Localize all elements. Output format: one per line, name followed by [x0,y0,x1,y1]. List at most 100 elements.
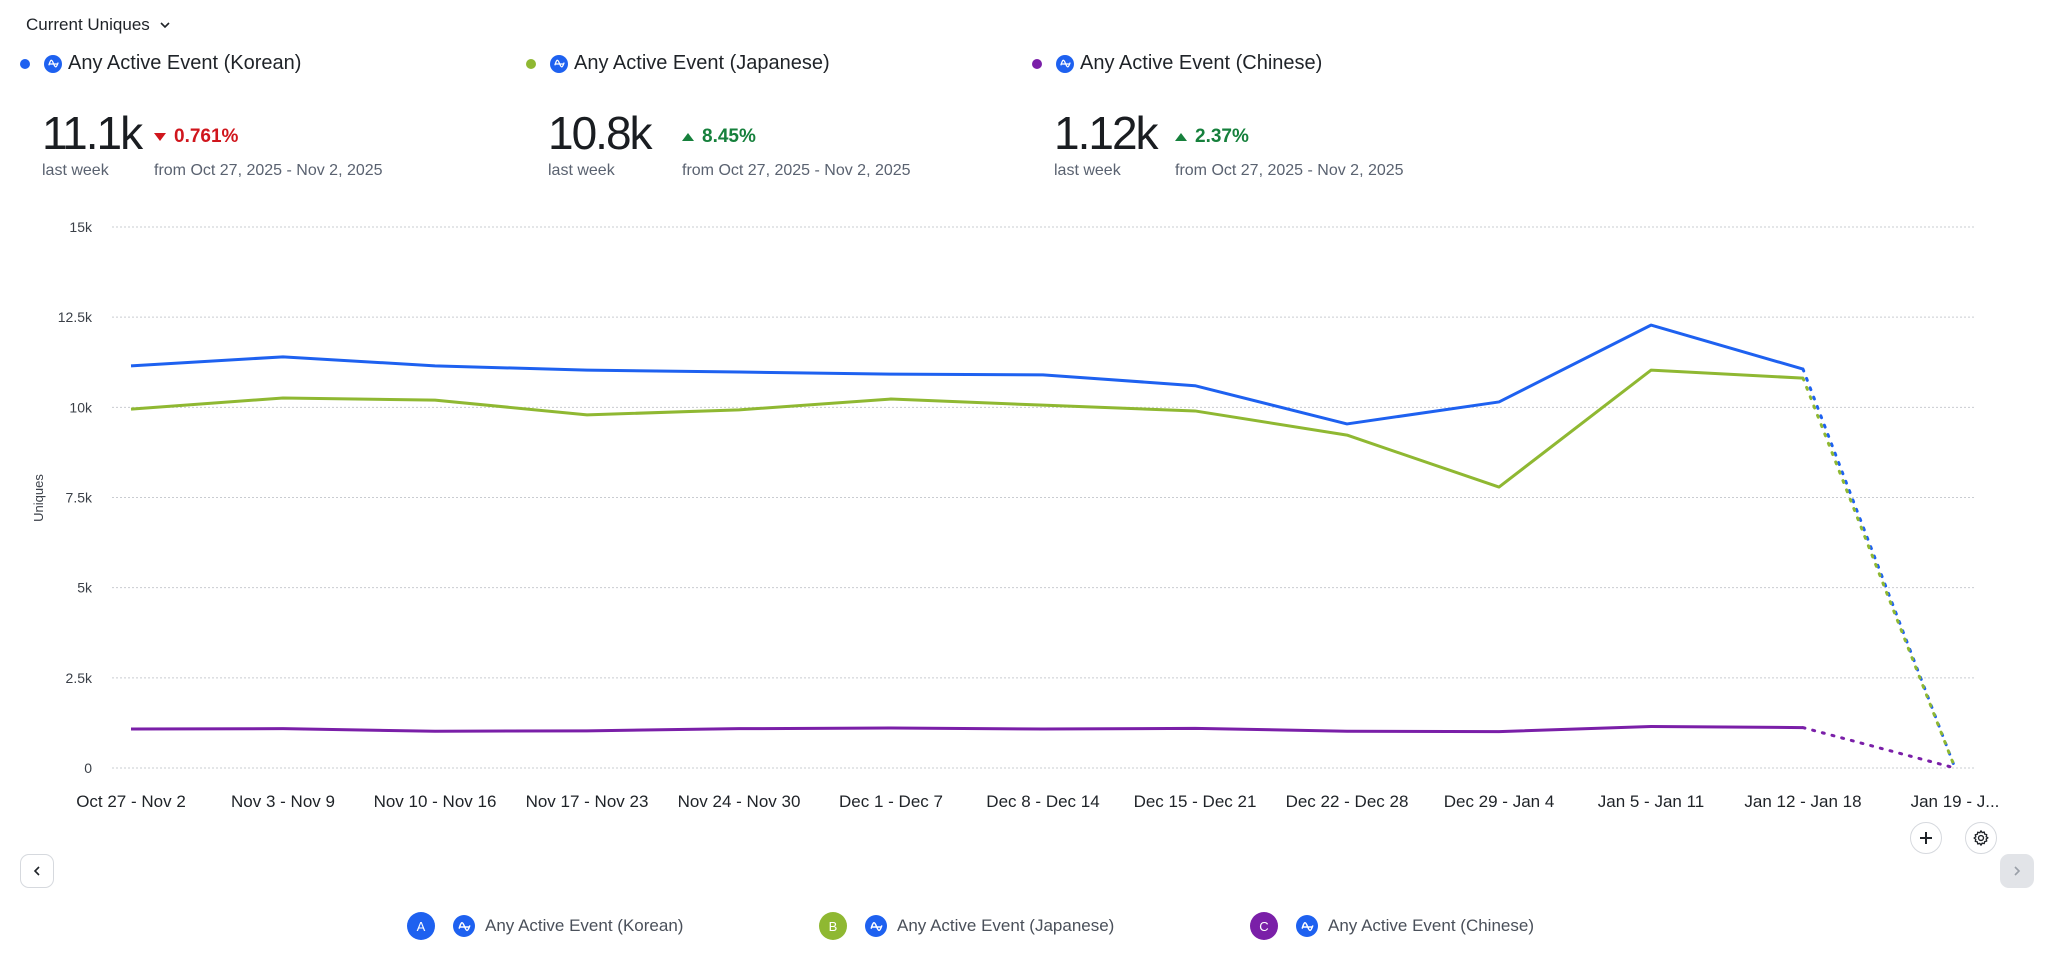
x-tick-label: Dec 1 - Dec 7 [839,792,943,811]
data-point[interactable] [885,368,897,380]
legend-label: Any Active Event (Korean) [485,916,684,935]
grid-layer [112,226,1975,769]
x-tick-label: Dec 15 - Dec 21 [1134,792,1257,811]
data-point[interactable] [1341,429,1353,441]
data-point[interactable] [1037,369,1049,381]
x-tick-label: Dec 29 - Jan 4 [1444,792,1555,811]
data-point[interactable] [277,392,289,404]
data-point[interactable] [1645,319,1657,331]
y-tick-label: 0 [84,760,92,776]
data-point[interactable] [429,360,441,372]
x-tick-label: Jan 5 - Jan 11 [1598,792,1704,811]
data-point[interactable] [1037,723,1049,735]
line-chart[interactable]: 0 2.5k 5k 7.5k 10k 12.5k 15k Oct 27 - Nov 2 Nov… [0,200,2048,820]
stat-a: 11.1k last week 0.761% from Oct 27, 2025… [42,107,383,180]
legend-label: Any Active Event (Chinese) [1328,916,1534,935]
metric-selector[interactable]: Current Uniques [26,15,172,35]
data-point[interactable] [429,725,441,737]
stat-period: last week [548,162,615,179]
gear-icon [1973,830,1989,846]
data-point[interactable] [581,409,593,421]
series-line-incomplete[interactable] [1801,726,1957,770]
trend-down-icon [154,133,166,141]
series-line[interactable] [130,368,1804,489]
legend-item-c[interactable]: C Any Active Event (Chinese) [1250,912,1534,940]
data-point[interactable] [1797,722,1809,734]
data-point[interactable] [1341,418,1353,430]
amplitude-event-icon [44,54,62,73]
scroll-left-button[interactable] [20,854,54,888]
x-tick-label: Jan 12 - Jan 18 [1744,792,1861,811]
series-line-incomplete[interactable] [1801,367,1957,770]
data-point[interactable] [125,403,137,415]
x-tick-label: Nov 24 - Nov 30 [678,792,801,811]
y-tick-label: 2.5k [66,670,93,686]
x-tick-label: Oct 27 - Nov 2 [76,792,186,811]
series-header-b[interactable]: Any Active Event (Japanese) [526,52,830,75]
series-layer [125,319,1961,774]
x-tick-label: Dec 22 - Dec 28 [1286,792,1409,811]
data-point[interactable] [581,725,593,737]
stat-change: 2.37% [1175,126,1249,148]
data-point[interactable] [1797,372,1809,384]
stat-period: last week [42,162,109,179]
series-header-a[interactable]: Any Active Event (Korean) [20,52,301,75]
series-color-dot [20,58,30,69]
series-line[interactable] [130,323,1804,426]
data-point[interactable] [1189,722,1201,734]
data-point[interactable] [733,723,745,735]
y-axis-title: Uniques [31,474,46,522]
stat-change-value: 8.45% [702,126,756,147]
x-tick-label: Nov 10 - Nov 16 [374,792,497,811]
series-header-label: Any Active Event (Korean) [68,52,302,74]
data-point[interactable] [1949,762,1961,774]
data-point[interactable] [1645,364,1657,376]
scroll-right-button[interactable] [2000,854,2034,888]
series-header-label: Any Active Event (Chinese) [1080,52,1323,74]
amplitude-event-icon [1296,915,1318,937]
stat-comparison: from Oct 27, 2025 - Nov 2, 2025 [1175,162,1404,179]
chevron-right-icon [2014,866,2021,876]
data-point[interactable] [1493,481,1505,493]
series-letter-badge: B [819,912,847,940]
stat-period: last week [1054,162,1121,179]
stat-value: 11.1k [42,107,143,159]
stat-change: 0.761% [154,126,238,148]
series-letter-badge: C [1250,912,1278,940]
data-point[interactable] [581,364,593,376]
chart-settings-button[interactable] [1965,822,1997,854]
series-line-incomplete[interactable] [1801,376,1957,770]
stat-value: 1.12k [1054,107,1159,159]
data-point[interactable] [277,723,289,735]
legend-label: Any Active Event (Japanese) [897,916,1115,935]
legend-item-b[interactable]: B Any Active Event (Japanese) [819,912,1114,940]
data-point[interactable] [885,393,897,405]
data-point[interactable] [1189,405,1201,417]
data-point[interactable] [429,394,441,406]
stat-change-value: 2.37% [1195,126,1249,147]
x-axis: Oct 27 - Nov 2 Nov 3 - Nov 9 Nov 10 - Nov … [76,792,1999,811]
data-point[interactable] [1037,399,1049,411]
data-point[interactable] [1341,725,1353,737]
data-point[interactable] [1493,396,1505,408]
series-header-label: Any Active Event (Japanese) [574,52,830,74]
plus-icon [1920,832,1932,844]
data-point[interactable] [1645,721,1657,733]
add-button[interactable] [1910,822,1942,854]
data-point[interactable] [1493,726,1505,738]
data-point[interactable] [885,722,897,734]
data-point[interactable] [277,351,289,363]
data-point[interactable] [1189,380,1201,392]
data-point[interactable] [733,366,745,378]
x-tick-label: Jan 19 - J... [1911,792,2000,811]
y-tick-label: 5k [77,580,93,596]
series-color-dot [1032,58,1042,69]
series-header-c[interactable]: Any Active Event (Chinese) [1032,52,1322,75]
legend-item-a[interactable]: A Any Active Event (Korean) [407,912,683,940]
data-point[interactable] [125,360,137,372]
data-point[interactable] [733,404,745,416]
series-line[interactable] [130,725,1804,734]
x-tick-label: Dec 8 - Dec 14 [986,792,1099,811]
stat-c: 1.12k last week 2.37% from Oct 27, 2025 … [1054,107,1404,180]
data-point[interactable] [125,723,137,735]
